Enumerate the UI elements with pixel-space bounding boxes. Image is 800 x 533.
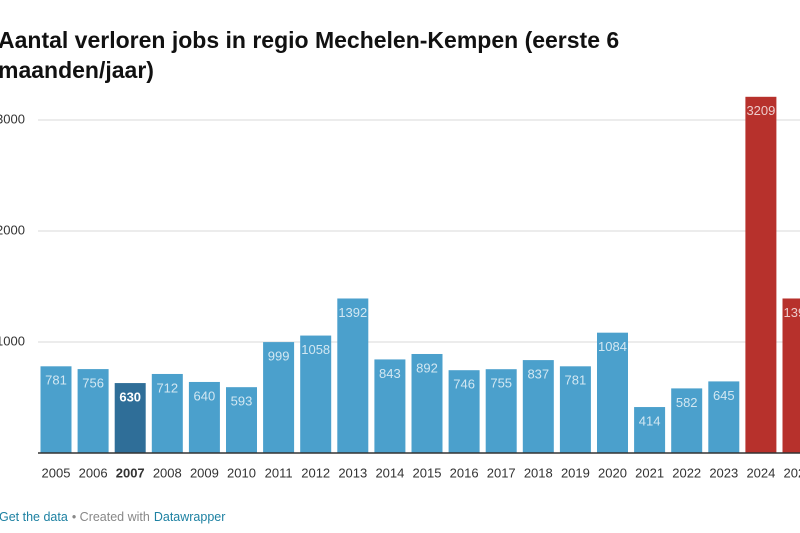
x-tick-label: 2017 (487, 465, 516, 480)
bar (263, 342, 295, 453)
bar (411, 353, 443, 453)
bar (522, 360, 554, 453)
value-label: 781 (45, 373, 67, 388)
bar (597, 332, 628, 453)
bar (188, 381, 220, 453)
x-tick-label: 2013 (338, 465, 367, 480)
bar (634, 407, 666, 453)
value-label: 746 (453, 377, 475, 392)
x-tick-label: 2023 (709, 465, 738, 480)
bar (226, 387, 257, 453)
value-label: 712 (156, 380, 178, 395)
value-label: 593 (231, 394, 253, 409)
x-tick-label: 2021 (635, 465, 664, 480)
get-data-link[interactable]: Get the data (0, 510, 68, 524)
bar (485, 369, 517, 453)
x-tick-label: 2010 (227, 465, 256, 480)
x-tick-label: 2020 (598, 465, 627, 480)
x-tick-label: 2016 (450, 465, 479, 480)
value-label: 1058 (301, 342, 330, 357)
x-tick-label: 2018 (524, 465, 553, 480)
x-tick-label: 2007 (116, 465, 145, 480)
x-tick-label: 2025 (784, 465, 800, 480)
bar (337, 298, 369, 453)
bar (671, 388, 703, 453)
value-label: 756 (82, 376, 104, 391)
value-label: 630 (119, 390, 141, 405)
bar (77, 369, 109, 453)
bar (151, 373, 183, 453)
value-label: 414 (639, 413, 661, 428)
y-tick-label: 2000 (0, 222, 25, 237)
value-label: 837 (527, 367, 549, 382)
value-label: 781 (565, 373, 587, 388)
title-text-line2: maanden/jaar) (0, 57, 154, 83)
bar (708, 381, 740, 453)
bar (559, 366, 591, 453)
x-tick-label: 2024 (746, 465, 775, 480)
x-tick-label: 2022 (672, 465, 701, 480)
title-text: Aantal verloren jobs in regio Mechelen-K… (0, 27, 619, 53)
value-label: 1084 (598, 339, 627, 354)
bar (448, 370, 480, 453)
x-tick-label: 2012 (301, 465, 330, 480)
value-label: 1392 (784, 305, 800, 320)
bar (300, 335, 332, 453)
bar (745, 96, 777, 454)
value-label: 645 (713, 388, 735, 403)
x-tick-label: 2005 (42, 465, 71, 480)
bar (40, 366, 72, 453)
x-tick-label: 2011 (265, 465, 293, 480)
bar (114, 383, 146, 453)
bar (782, 298, 800, 453)
value-label: 1392 (338, 305, 367, 320)
y-tick-label: 3000 (0, 111, 25, 126)
x-tick-label: 2009 (190, 465, 219, 480)
value-label: 3209 (746, 103, 775, 118)
value-label: 843 (379, 366, 401, 381)
bar (374, 359, 406, 453)
footer: Get the data • Created with Datawrapper (0, 510, 225, 524)
chart-title: Aantal verloren jobs in regio Mechelen-K… (0, 27, 619, 83)
value-label: 755 (490, 376, 512, 391)
x-tick-label: 2014 (375, 465, 404, 480)
y-tick-label: 1000 (0, 333, 25, 348)
value-label: 892 (416, 360, 438, 375)
value-label: 582 (676, 395, 698, 410)
x-tick-label: 2006 (79, 465, 108, 480)
x-tick-label: 2015 (413, 465, 442, 480)
value-label: 999 (268, 349, 290, 364)
credit: • Created with (72, 510, 150, 524)
x-tick-label: 2008 (153, 465, 182, 480)
x-tick-label: 2019 (561, 465, 590, 480)
value-label: 640 (194, 388, 216, 403)
tool-link[interactable]: Datawrapper (154, 510, 226, 524)
